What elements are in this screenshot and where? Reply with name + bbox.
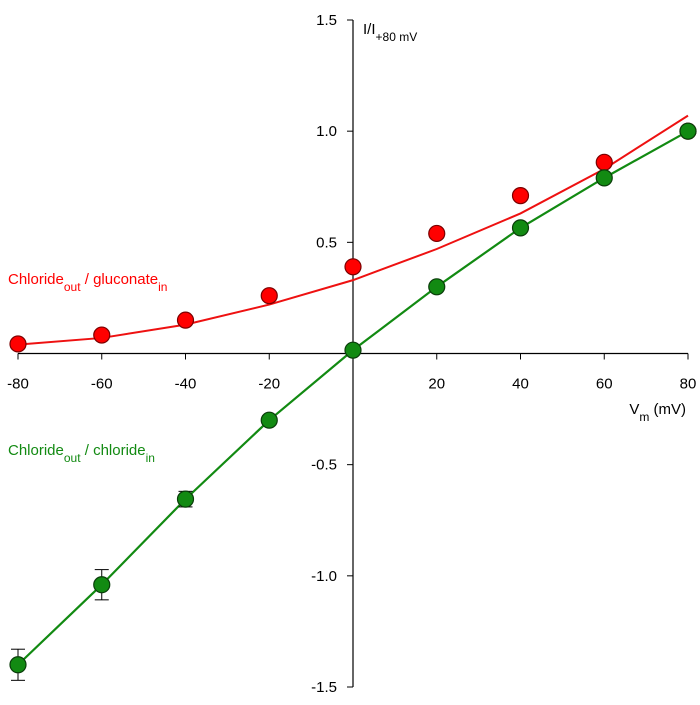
- y-axis-label-part: +80 mV: [376, 30, 418, 44]
- data-point: [93, 576, 111, 594]
- data-point: [511, 219, 530, 237]
- legend-label-part: / gluconate: [81, 271, 159, 288]
- x-tick-label: -40: [175, 376, 197, 393]
- x-tick-label: 40: [512, 376, 529, 393]
- data-point: [176, 311, 195, 329]
- legend-label: Chlorideout / gluconatein: [8, 271, 167, 294]
- legend-label-part: out: [64, 451, 81, 465]
- y-tick-label: -0.5: [311, 457, 337, 474]
- y-axis-label-part: I/I: [363, 21, 376, 38]
- x-tick-label: 80: [680, 376, 697, 393]
- fit-curve: [17, 114, 689, 346]
- legend-label: Chlorideout / chloridein: [8, 442, 155, 465]
- y-axis-label: I/I+80 mV: [363, 21, 417, 44]
- data-point: [428, 224, 446, 243]
- y-tick-label: 1.0: [316, 123, 337, 140]
- data-point: [595, 169, 613, 187]
- y-tick-label: 0.5: [316, 234, 337, 251]
- x-tick-label: 60: [596, 376, 613, 393]
- x-tick-label: -20: [258, 376, 280, 393]
- x-tick-label: 20: [428, 376, 445, 393]
- legend-label-part: Chloride: [8, 271, 64, 288]
- data-point: [428, 278, 446, 296]
- data-point: [260, 287, 278, 305]
- x-tick-label: -80: [7, 376, 29, 393]
- data-point: [9, 656, 27, 674]
- y-tick-label: -1.0: [311, 568, 337, 585]
- x-axis-label-part: (mV): [649, 401, 686, 418]
- x-axis-label-part: m: [639, 410, 649, 424]
- data-point: [679, 122, 697, 140]
- data-point: [595, 153, 613, 171]
- data-point: [9, 335, 27, 353]
- data-point: [260, 411, 278, 429]
- x-tick-label: -60: [91, 376, 113, 393]
- legend-label-part: / chloride: [81, 442, 146, 459]
- legend-label-part: in: [146, 451, 155, 465]
- data-point: [511, 187, 530, 205]
- x-axis-label-part: V: [629, 401, 639, 418]
- data-point: [344, 258, 362, 276]
- legend-label-part: Chloride: [8, 442, 64, 459]
- y-tick-label: 1.5: [316, 12, 337, 29]
- data-point: [176, 490, 195, 508]
- data-point: [93, 326, 111, 344]
- legend-label-part: in: [158, 280, 167, 294]
- y-tick-label: -1.5: [311, 679, 337, 696]
- data-point: [344, 341, 362, 359]
- x-axis-label: Vm (mV): [629, 401, 686, 424]
- legend-label-part: out: [64, 280, 81, 294]
